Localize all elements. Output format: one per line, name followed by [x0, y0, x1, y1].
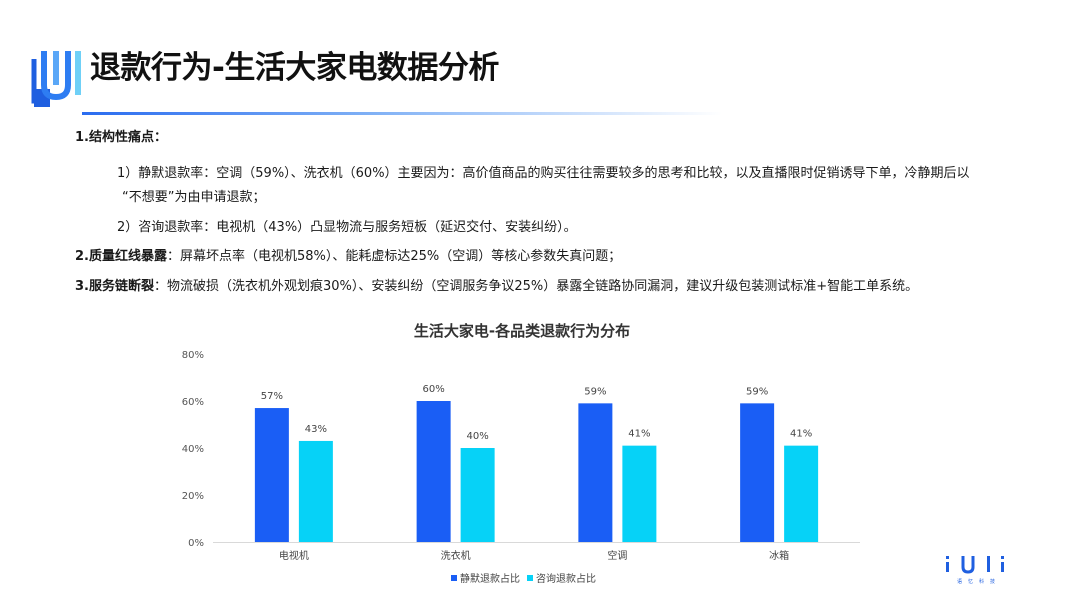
- section1-item1-line1: 1）静默退款率：空调（59%）、洗衣机（60%）主要因为：高价值商品的购买往往需…: [117, 166, 970, 181]
- legend-label: 咨询退款占比: [536, 572, 596, 585]
- x-tick-label: 冰箱: [769, 549, 789, 562]
- section1-item2: 2）咨询退款率：电视机（43%）凸显物流与服务短板（延迟交付、安装纠纷）。: [117, 220, 577, 235]
- company-logo-icon: [31, 51, 81, 107]
- section2-heading: 2.质量红线暴露: [75, 249, 167, 264]
- chart-title: 生活大家电-各品类退款行为分布: [414, 322, 630, 340]
- bar-silent-1: [416, 401, 451, 542]
- data-label: 60%: [423, 384, 445, 395]
- y-tick-label: 0%: [188, 538, 204, 549]
- data-label: 57%: [261, 391, 283, 402]
- bar-consult-1: [460, 448, 495, 542]
- y-tick-label: 60%: [182, 397, 204, 408]
- bars-group: 57% 43% 60% 40% 59% 41% 59% 41%: [254, 384, 819, 542]
- data-label: 40%: [467, 431, 489, 442]
- legend-swatch: [527, 575, 533, 581]
- x-tick-label: 电视机: [279, 549, 309, 562]
- bar-silent-2: [578, 403, 613, 542]
- x-tick-label: 洗衣机: [441, 549, 471, 562]
- y-tick-label: 20%: [182, 491, 204, 502]
- bar-consult-3: [784, 445, 819, 542]
- x-axis: 电视机 洗衣机 空调 冰箱: [279, 549, 789, 562]
- bar-consult-0: [298, 440, 333, 542]
- y-tick-label: 80%: [182, 350, 204, 361]
- data-label: 59%: [746, 386, 768, 397]
- chart-legend: 静默退款占比 咨询退款占比: [451, 572, 596, 585]
- bar-silent-0: [254, 408, 289, 542]
- data-label: 59%: [584, 386, 606, 397]
- section1-heading: 1.结构性痛点：: [75, 130, 167, 145]
- bar-silent-3: [740, 403, 775, 542]
- y-axis: 0% 20% 40% 60% 80%: [182, 350, 204, 549]
- title-underline: [82, 112, 722, 115]
- legend-label: 静默退款占比: [460, 572, 520, 585]
- data-label: 41%: [628, 429, 650, 440]
- data-label: 41%: [790, 429, 812, 440]
- section2-text: ：屏幕坏点率（电视机58%）、能耗虚标达25%（空调）等核心参数失真问题；: [166, 249, 622, 264]
- brand-logo-icon: 语忆科技: [946, 556, 1004, 585]
- page-title: 退款行为-生活大家电数据分析: [90, 50, 499, 86]
- section3-paragraph: 3.服务链断裂：物流破损（洗衣机外观划痕30%）、安装纠纷（空调服务争议25%）…: [75, 276, 918, 298]
- section1-item1-line2: “不想要”为由申请退款；: [122, 190, 266, 205]
- legend-swatch: [451, 575, 457, 581]
- data-label: 43%: [305, 424, 327, 435]
- brand-name: 语忆科技: [957, 578, 1001, 585]
- section3-text: ：物流破损（洗衣机外观划痕30%）、安装纠纷（空调服务争议25%）暴露全链路协同…: [153, 279, 919, 294]
- x-tick-label: 空调: [607, 549, 627, 562]
- section2-paragraph: 2.质量红线暴露：屏幕坏点率（电视机58%）、能耗虚标达25%（空调）等核心参数…: [75, 246, 621, 268]
- section3-heading: 3.服务链断裂: [75, 279, 154, 294]
- y-tick-label: 40%: [182, 444, 204, 455]
- bar-consult-2: [622, 445, 657, 542]
